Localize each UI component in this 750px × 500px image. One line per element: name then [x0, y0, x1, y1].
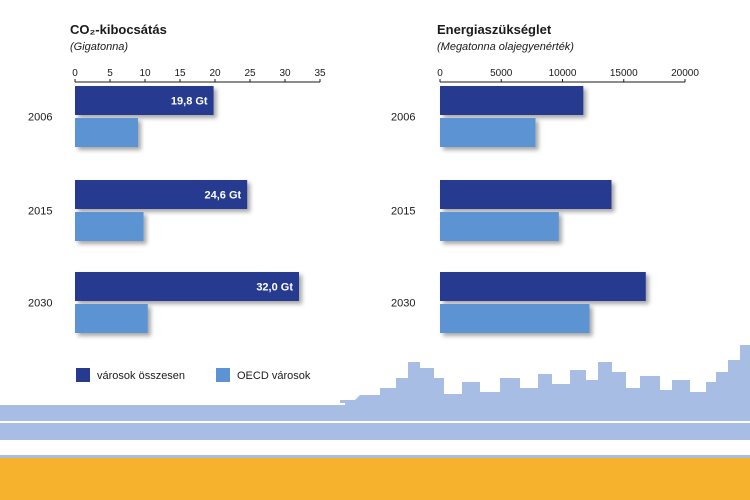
- bar-data-label: 32,0 Gt: [256, 282, 293, 294]
- x-tick-label: 20000: [671, 68, 699, 79]
- bar-oecd-cities: [75, 304, 148, 333]
- legend-label-oecd-cities: OECD városok: [237, 370, 311, 382]
- co2-emission-chart: CO₂-kibocsátás (Gigatonna) 0 5 10 15 20 25 30 35 2…: [28, 22, 326, 333]
- skyline-background: [0, 345, 750, 500]
- x-tick-label: 30: [279, 68, 291, 79]
- category-label: 2030: [28, 298, 52, 310]
- bar-cities-total: [75, 86, 214, 115]
- category-label: 2015: [28, 206, 52, 218]
- chart-title: Energiaszükséglet: [437, 22, 552, 37]
- x-tick-label: 5000: [490, 68, 513, 79]
- x-tick-label: 5: [107, 68, 113, 79]
- category-label: 2030: [391, 298, 415, 310]
- bar-cities-total: [440, 272, 646, 301]
- x-tick-label: 20: [209, 68, 221, 79]
- bar-oecd-cities: [440, 212, 559, 241]
- bar-cities-total: [440, 180, 612, 209]
- legend-swatch-cities-total: [76, 368, 90, 382]
- ground-band: [0, 458, 750, 500]
- category-label: 2015: [391, 206, 415, 218]
- bar-oecd-cities: [75, 118, 138, 147]
- energy-demand-chart: Energiaszükséglet (Megatonna olajegyenért…: [391, 22, 699, 333]
- category-label: 2006: [391, 112, 415, 124]
- chart-subtitle: (Megatonna olajegyenérték): [437, 41, 574, 53]
- bar-data-label: 19,8 Gt: [171, 96, 208, 108]
- category-label: 2006: [28, 112, 52, 124]
- legend: városok összesen OECD városok: [76, 368, 311, 382]
- x-tick-label: 0: [72, 68, 78, 79]
- skyline-silhouette: [0, 345, 750, 460]
- bar-cities-total: [75, 180, 248, 209]
- bar-oecd-cities: [75, 212, 144, 241]
- legend-label-cities-total: városok összesen: [97, 370, 185, 382]
- x-tick-label: 35: [314, 68, 326, 79]
- x-tick-label: 25: [244, 68, 256, 79]
- bar-oecd-cities: [440, 118, 536, 147]
- bar-data-label: 24,6 Gt: [205, 190, 242, 202]
- x-tick-label: 10000: [549, 68, 577, 79]
- x-tick-label: 15: [174, 68, 186, 79]
- chart-title: CO₂-kibocsátás: [70, 22, 167, 37]
- x-tick-label: 15000: [610, 68, 638, 79]
- x-tick-label: 10: [139, 68, 151, 79]
- bar-cities-total: [440, 86, 584, 115]
- chart-subtitle: (Gigatonna): [70, 41, 128, 53]
- legend-swatch-oecd-cities: [216, 368, 230, 382]
- bar-cities-total: [75, 272, 299, 301]
- x-tick-label: 0: [437, 68, 443, 79]
- bar-oecd-cities: [440, 304, 590, 333]
